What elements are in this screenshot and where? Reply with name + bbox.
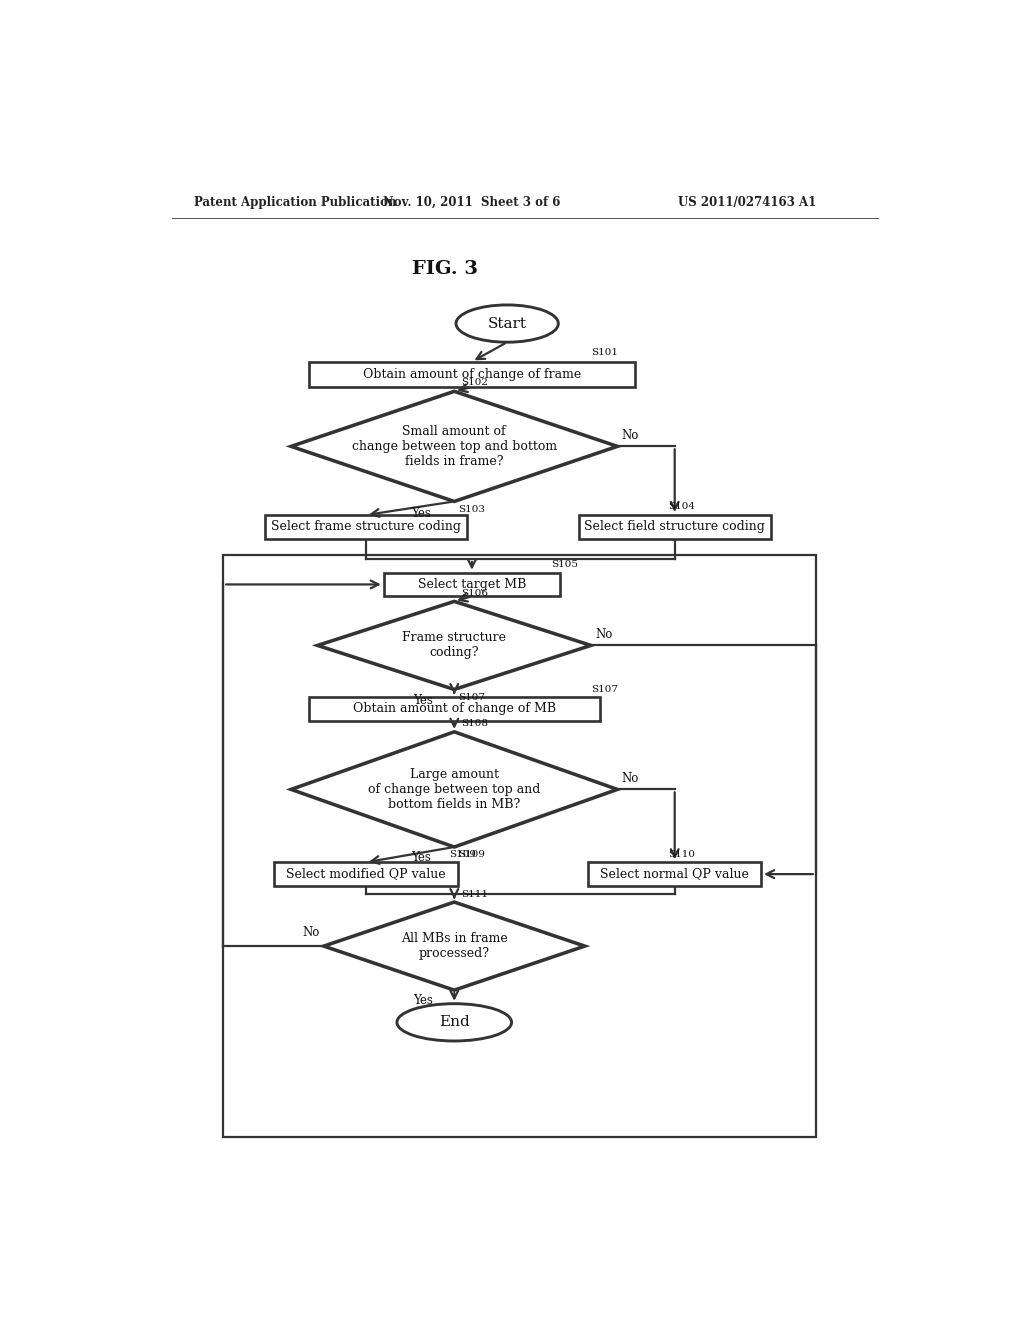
Text: Obtain amount of change of MB: Obtain amount of change of MB (352, 702, 556, 715)
FancyBboxPatch shape (588, 862, 761, 886)
Text: US 2011/0274163 A1: US 2011/0274163 A1 (678, 195, 816, 209)
Text: S104: S104 (668, 502, 694, 511)
Polygon shape (291, 731, 617, 847)
Text: No: No (622, 429, 639, 442)
Text: Select field structure coding: Select field structure coding (585, 520, 765, 533)
Text: Nov. 10, 2011  Sheet 3 of 6: Nov. 10, 2011 Sheet 3 of 6 (383, 195, 560, 209)
Text: No: No (595, 628, 612, 642)
Text: S107: S107 (591, 685, 617, 694)
FancyBboxPatch shape (274, 862, 458, 886)
Text: Large amount
of change between top and
bottom fields in MB?: Large amount of change between top and b… (368, 768, 541, 810)
Text: Start: Start (487, 317, 526, 330)
Text: S107: S107 (458, 693, 484, 702)
Text: Patent Application Publication: Patent Application Publication (195, 195, 396, 209)
Polygon shape (291, 391, 617, 502)
Text: Select modified QP value: Select modified QP value (287, 867, 445, 880)
Ellipse shape (397, 1003, 512, 1041)
Text: S101: S101 (591, 348, 617, 358)
FancyBboxPatch shape (384, 573, 560, 597)
Text: S106: S106 (461, 589, 488, 598)
FancyBboxPatch shape (264, 515, 468, 539)
FancyBboxPatch shape (309, 697, 600, 721)
Polygon shape (317, 602, 591, 689)
Text: End: End (439, 1015, 470, 1030)
Text: Select normal QP value: Select normal QP value (600, 867, 750, 880)
Text: No: No (302, 927, 319, 940)
Text: Yes: Yes (411, 507, 431, 520)
Text: S109: S109 (449, 850, 476, 859)
Text: S108: S108 (461, 719, 488, 729)
Text: Obtain amount of change of frame: Obtain amount of change of frame (362, 368, 581, 381)
FancyBboxPatch shape (579, 515, 771, 539)
FancyBboxPatch shape (309, 362, 635, 387)
Text: Yes: Yes (411, 851, 431, 865)
Polygon shape (324, 902, 585, 990)
Text: S105: S105 (551, 560, 579, 569)
Text: All MBs in frame
processed?: All MBs in frame processed? (400, 932, 508, 960)
Text: Yes: Yes (414, 994, 433, 1007)
Text: S109: S109 (458, 850, 484, 859)
Text: Yes: Yes (414, 694, 433, 706)
Text: Select target MB: Select target MB (418, 578, 526, 591)
Text: Small amount of
change between top and bottom
fields in frame?: Small amount of change between top and b… (351, 425, 557, 467)
Text: S111: S111 (461, 890, 488, 899)
Text: FIG. 3: FIG. 3 (413, 260, 478, 277)
Text: S103: S103 (458, 504, 484, 513)
Ellipse shape (456, 305, 558, 342)
FancyBboxPatch shape (223, 554, 816, 1137)
Text: Select frame structure coding: Select frame structure coding (271, 520, 461, 533)
Text: S110: S110 (668, 850, 694, 859)
Text: No: No (622, 772, 639, 785)
Text: S102: S102 (461, 378, 488, 387)
Text: Frame structure
coding?: Frame structure coding? (402, 631, 506, 660)
